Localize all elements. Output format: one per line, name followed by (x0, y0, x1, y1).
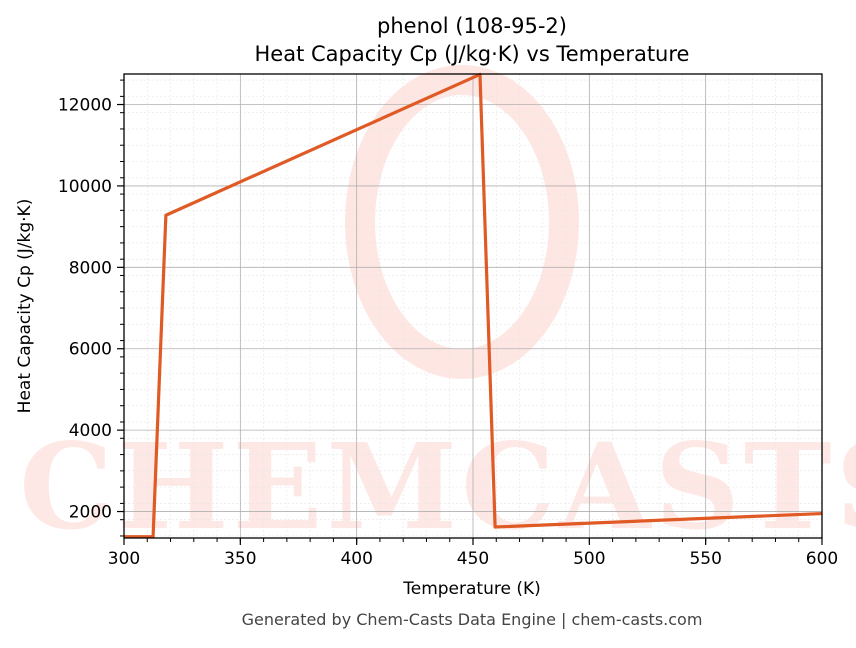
x-tick-label: 300 (108, 549, 140, 569)
y-tick-label: 10000 (58, 177, 112, 197)
y-tick-label: 2000 (69, 503, 112, 523)
watermark-logo-ring (360, 80, 564, 364)
y-tick-label: 6000 (69, 340, 112, 360)
x-tick-label: 350 (224, 549, 256, 569)
y-tick-label: 8000 (69, 258, 112, 278)
x-axis-label: Temperature (K) (402, 579, 541, 599)
chart-title: phenol (108-95-2) (377, 14, 567, 38)
watermark-text: CHEMCASTS (19, 417, 856, 556)
y-tick-label: 4000 (69, 421, 112, 441)
x-tick-label: 600 (806, 549, 838, 569)
y-tick-label: 12000 (58, 96, 112, 116)
y-axis-label: Heat Capacity Cp (J/kg·K) (15, 199, 35, 414)
watermark: CHEMCASTS (19, 80, 856, 556)
x-tick-label: 450 (457, 549, 489, 569)
chart-subtitle: Heat Capacity Cp (J/kg·K) vs Temperature (255, 42, 690, 66)
footer-credit: Generated by Chem-Casts Data Engine | ch… (242, 610, 703, 629)
x-tick-label: 550 (689, 549, 721, 569)
x-tick-label: 500 (573, 549, 605, 569)
x-tick-label: 400 (340, 549, 372, 569)
